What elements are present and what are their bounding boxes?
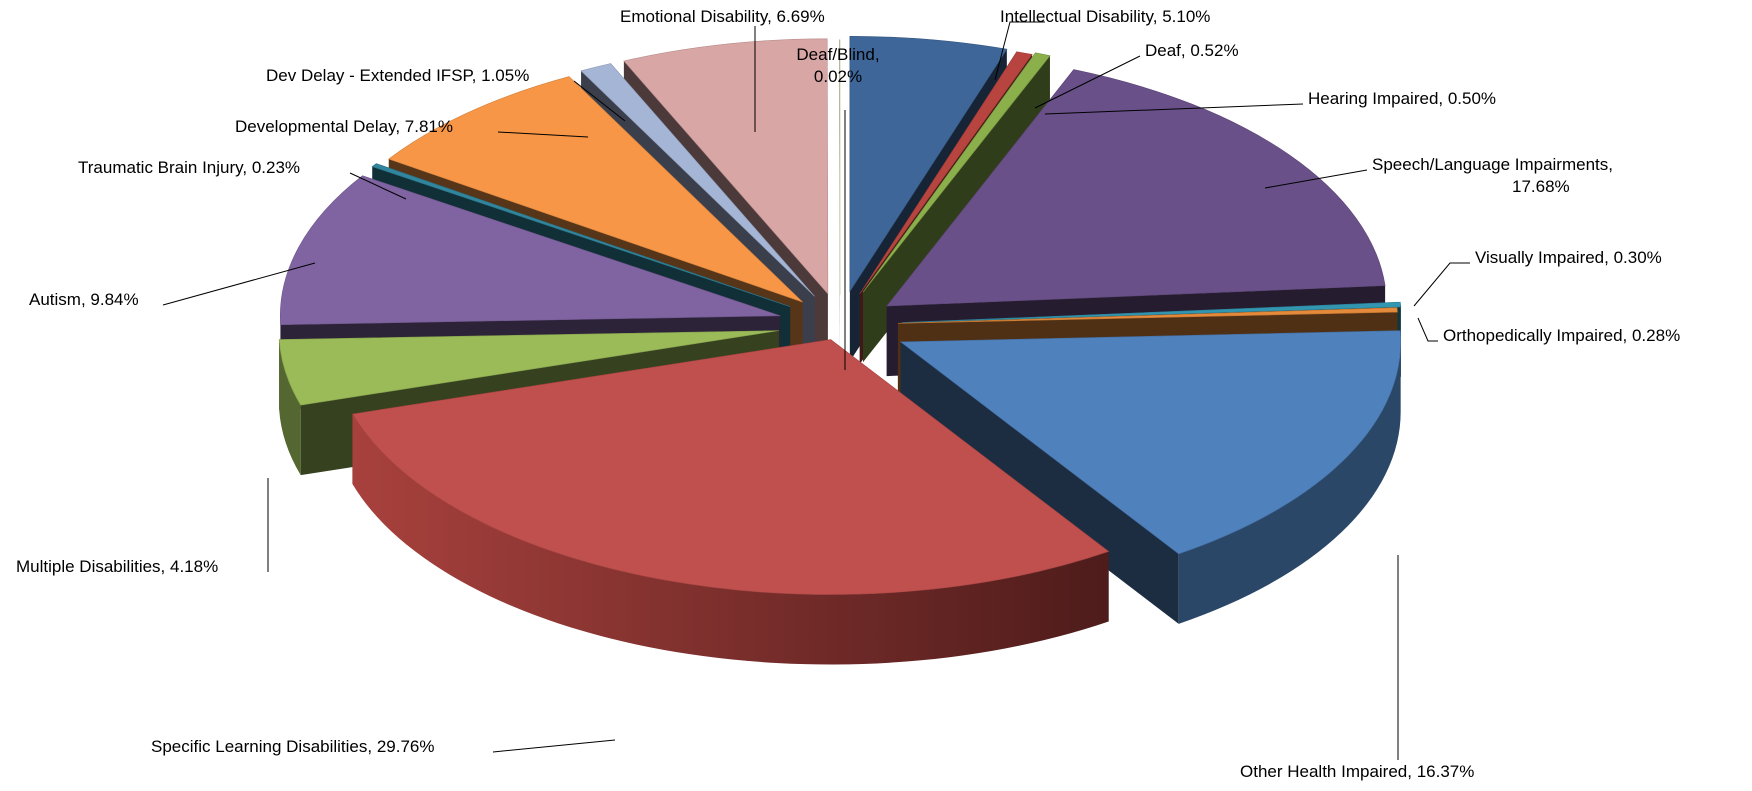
label-emotional-disability: Emotional Disability, 6.69% [620, 7, 825, 26]
slice-other-health-impaired [899, 330, 1401, 624]
leader-specific-learning-disabilities [492, 739, 616, 753]
label-traumatic-brain-injury: Traumatic Brain Injury, 0.23% [78, 158, 300, 177]
label-other-health-impaired: Other Health Impaired, 16.37% [1240, 762, 1474, 781]
leader-speech-language-impairments [1264, 169, 1368, 189]
pie-slices [278, 36, 1402, 665]
leader-developmental-delay [497, 131, 589, 138]
leader-intellectual-disability [994, 21, 1045, 81]
label-autism: Autism, 9.84% [29, 290, 139, 309]
label-dev-delay-extended-ifsp: Dev Delay - Extended IFSP, 1.05% [266, 66, 529, 85]
slice-labels: Intellectual Disability, 5.10% Deaf, 0.52… [16, 7, 1680, 781]
slice-specific-learning-disabilities [351, 339, 1110, 665]
leader-orthopedically-impaired [1417, 317, 1438, 342]
label-deaf: Deaf, 0.52% [1145, 41, 1239, 60]
leader-traumatic-brain-injury [349, 172, 407, 200]
label-deaf-blind: Deaf/Blind, 0.02% [796, 45, 879, 86]
leader-dev-delay-extended-ifsp [573, 80, 626, 122]
leader-deaf [1034, 55, 1141, 109]
label-hearing-impaired: Hearing Impaired, 0.50% [1308, 89, 1496, 108]
leader-autism [162, 262, 316, 306]
leader-visually-impaired [1413, 262, 1470, 307]
label-visually-impaired: Visually Impaired, 0.30% [1475, 248, 1662, 267]
label-developmental-delay: Developmental Delay, 7.81% [235, 117, 453, 136]
slice-deaf-blind [839, 39, 841, 365]
label-orthopedically-impaired: Orthopedically Impaired, 0.28% [1443, 326, 1680, 345]
leader-hearing-impaired [1044, 103, 1304, 115]
label-multiple-disabilities: Multiple Disabilities, 4.18% [16, 557, 218, 576]
label-leader-lines [162, 21, 1470, 760]
label-intellectual-disability: Intellectual Disability, 5.10% [1000, 7, 1210, 26]
label-speech-language-impairments: Speech/Language Impairments, 17.68% [1372, 155, 1613, 196]
label-specific-learning-disabilities: Specific Learning Disabilities, 29.76% [151, 737, 435, 756]
